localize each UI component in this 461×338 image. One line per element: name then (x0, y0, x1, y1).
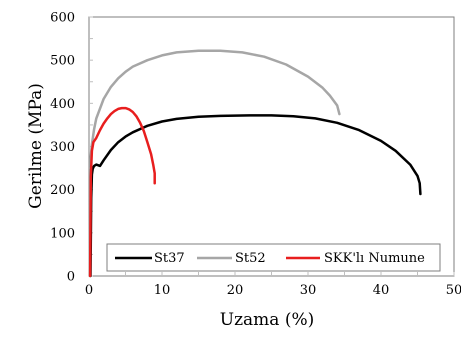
series-lines (88, 49, 422, 278)
minor-ticks (88, 16, 455, 277)
y-tick-label: 600 (50, 11, 75, 26)
legend: St37 St52 SKK'lı Numune (106, 243, 441, 272)
y-tick-label: 400 (50, 97, 75, 112)
series-line-skk-l-numune (88, 106, 156, 278)
legend-box (106, 243, 441, 272)
legend-label-skk: SKK'lı Numune (324, 251, 425, 266)
legend-label-st37: St37 (154, 251, 185, 266)
legend-label-st52: St52 (235, 251, 266, 266)
x-tick-label: 10 (154, 283, 171, 298)
x-tick-label: 0 (85, 283, 93, 298)
series-line-st52 (88, 49, 341, 278)
x-tick-label: 40 (373, 283, 390, 298)
x-tick-label: 50 (446, 283, 461, 298)
x-tick-label: 20 (227, 283, 244, 298)
y-axis-title: Gerilme (MPa) (26, 83, 46, 209)
y-tick-label: 500 (50, 54, 75, 69)
series-line-st37 (89, 114, 422, 278)
y-tick-labels: 0 100 200 300 400 500 600 (50, 11, 75, 285)
plot-frame (88, 16, 455, 277)
y-tick-label: 200 (50, 183, 75, 198)
y-tick-label: 0 (67, 270, 75, 285)
x-axis-title: Uzama (%) (220, 310, 315, 330)
y-tick-label: 300 (50, 140, 75, 155)
x-tick-labels: 0 10 20 30 40 50 (85, 283, 461, 298)
x-tick-label: 30 (300, 283, 317, 298)
y-tick-label: 100 (50, 226, 75, 241)
